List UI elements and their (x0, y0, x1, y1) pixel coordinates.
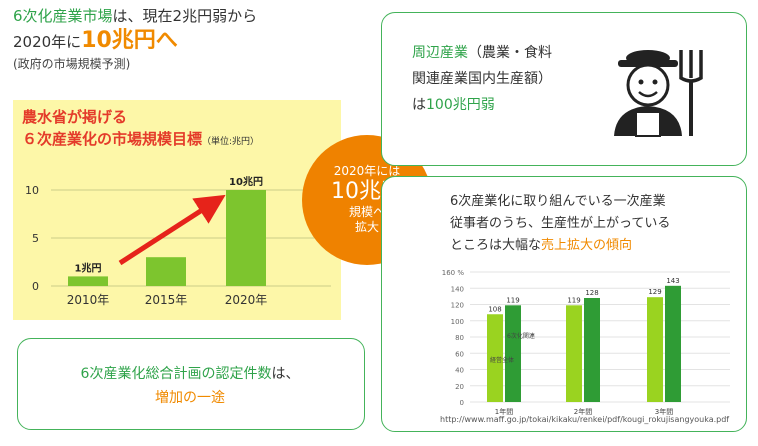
maff-chart-title-1: 農水省が掲げる (22, 108, 128, 126)
certification-text: 6次産業化総合計画の認定件数は、 増加の一途 (17, 362, 363, 410)
sg-value-label: 119 (567, 296, 580, 304)
maff-xlabel: 2015年 (145, 293, 188, 307)
sg-value-label: 143 (666, 277, 679, 285)
certification-increase: 増加の一途 (155, 390, 225, 406)
maff-chart-title: 農水省が掲げる ６次産業化の市場規模目標（単位:兆円） (22, 106, 259, 153)
sg-series-label: 経営全体 (490, 356, 514, 364)
sg-ytick: 40 (455, 367, 464, 375)
productivity-line3a: ところは大幅な (450, 238, 542, 253)
productivity-line2: 従事者のうち、生産性が上がっている (450, 216, 671, 231)
sg-xlabel: 2年間 (574, 407, 592, 416)
growth-arrow (118, 194, 226, 266)
peripheral-industry-box (381, 12, 747, 166)
farmer-icon (614, 50, 703, 137)
headline-rest: は、現在2兆円弱から (112, 7, 258, 25)
sg-ytick: 140 (451, 285, 464, 293)
peripheral-amount: 100兆円弱 (426, 97, 495, 113)
maff-bar (146, 257, 186, 286)
circle-line4: 拡大 (354, 220, 379, 234)
circle-line3: 規模へ (348, 205, 385, 219)
maff-bar-chart: 10 5 0 2010年 2015年 2020年 1兆円 10兆円 (25, 175, 331, 307)
sg-bar (487, 314, 503, 402)
sg-bar (584, 298, 600, 402)
sg-xlabel: 1年間 (495, 407, 513, 416)
certification-rest: は、 (271, 366, 300, 382)
maff-label-first: 1兆円 (75, 261, 102, 274)
sg-bar (505, 305, 521, 402)
productivity-line1: 6次産業化に取り組んでいる一次産業 (450, 194, 666, 209)
certification-green: 6次産業化総合計画の認定件数 (80, 366, 272, 382)
sg-ytick: 120 (451, 302, 464, 310)
sg-series-label: 6次化関連 (507, 332, 535, 340)
maff-xlabel: 2010年 (67, 293, 110, 307)
maff-bar (68, 276, 108, 286)
headline: 6次化産業市場は、現在2兆円弱から 2020年に10兆円へ (政府の市場規模予測… (13, 4, 343, 73)
sales-growth-chart: 160 % 140 120 100 80 60 40 20 0 108 119 1年間 119 128 2年… (442, 269, 730, 416)
certification-box (17, 338, 365, 430)
peripheral-green: 周辺産業 (412, 45, 468, 61)
maff-xlabel: 2020年 (225, 293, 268, 307)
maff-bar (226, 190, 266, 286)
headline-big: 10兆円へ (81, 28, 178, 53)
headline-year: 2020年に (13, 33, 82, 51)
sg-value-label: 129 (648, 288, 661, 296)
peripheral-text: 周辺産業（農業・食料 関連産業国内生産額） は100兆円弱 (412, 40, 552, 118)
sg-value-label: 108 (488, 305, 501, 313)
sg-value-label: 128 (585, 289, 598, 297)
productivity-text: 6次産業化に取り組んでいる一次産業 従事者のうち、生産性が上がっている ところは… (450, 191, 670, 257)
peripheral-line2: 関連産業国内生産額） (412, 71, 552, 87)
sg-value-label: 119 (506, 296, 519, 304)
sg-ytick: 100 (451, 318, 464, 326)
sg-ytick: 0 (460, 399, 464, 407)
source-url: http://www.maff.go.jp/tokai/kikaku/renke… (440, 415, 730, 424)
maff-ytick: 0 (32, 280, 39, 293)
sg-bar (665, 285, 681, 402)
sg-bar (566, 305, 582, 402)
sg-ytick: 60 (455, 350, 464, 358)
maff-label-last: 10兆円 (229, 175, 263, 188)
maff-ytick: 5 (32, 232, 39, 245)
sg-xlabel: 3年間 (655, 407, 673, 416)
maff-ytick: 10 (25, 184, 39, 197)
circle-line1: 2020年には (333, 164, 401, 178)
headline-green: 6次化産業市場 (13, 7, 113, 25)
peripheral-rest: （農業・食料 (468, 45, 552, 61)
maff-chart-unit: （単位:兆円） (202, 137, 260, 147)
headline-note: (政府の市場規模予測) (13, 57, 131, 71)
productivity-highlight: 売上拡大の傾向 (541, 238, 633, 253)
peripheral-line3a: は (412, 97, 426, 113)
maff-chart-title-2: ６次産業化の市場規模目標 (22, 130, 203, 148)
sg-ytick: 160 % (442, 269, 465, 277)
sg-bar (647, 297, 663, 402)
sg-ytick: 80 (455, 334, 464, 342)
sg-ytick: 20 (455, 383, 464, 391)
